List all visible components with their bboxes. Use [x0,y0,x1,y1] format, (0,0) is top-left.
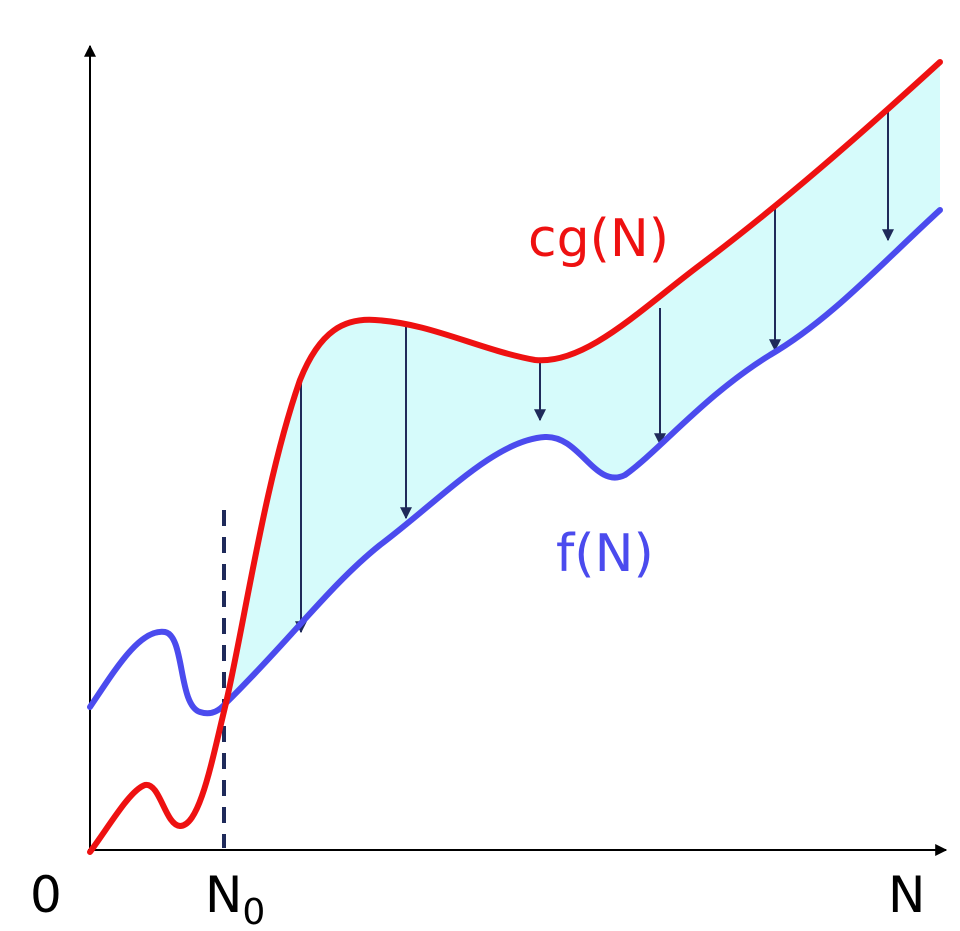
n0-label-subscript: 0 [242,892,265,931]
arrow-group [295,110,894,634]
cg-curve-label: cg(N) [528,209,669,269]
origin-label: 0 [30,866,62,924]
n0-label: N0 [205,866,265,931]
f-curve [87,207,943,717]
f-curve-label: f(N) [556,524,654,584]
cg-curve [87,59,943,855]
n0-label-main: N [205,866,242,924]
x-axis-end-label: N [888,866,925,924]
gap-region [226,62,940,703]
